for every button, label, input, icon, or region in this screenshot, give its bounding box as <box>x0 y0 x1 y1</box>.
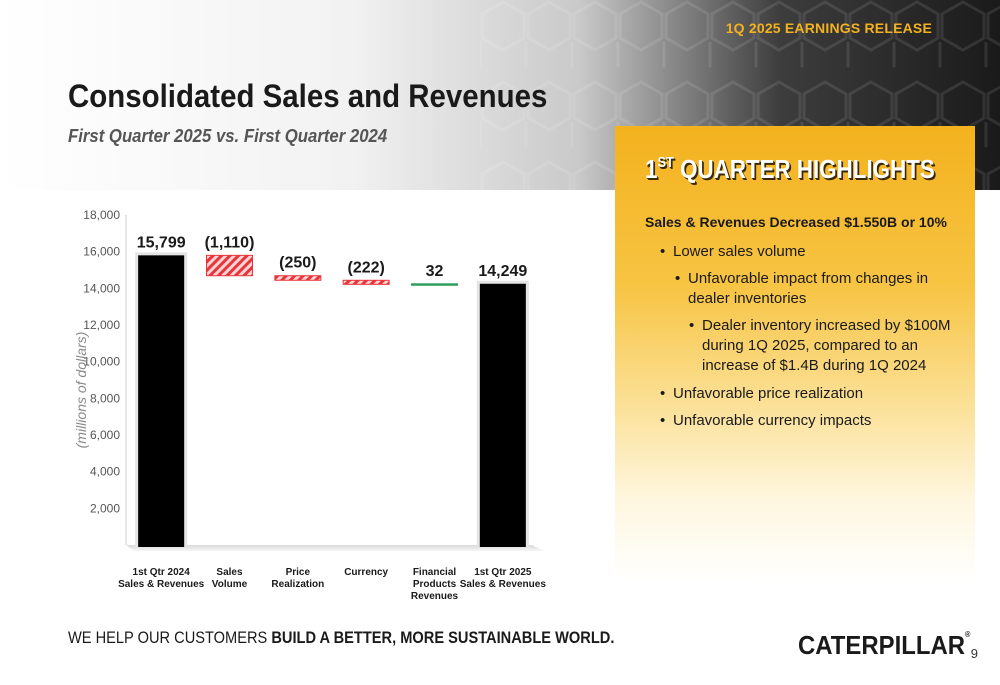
data-label: (222) <box>347 259 384 276</box>
x-tick-label: 1st Qtr 2025 <box>474 567 532 578</box>
x-tick-label: Currency <box>344 567 388 578</box>
y-tick-label: 12,000 <box>83 318 120 332</box>
list-item: Lower sales volume <box>645 242 965 262</box>
bar <box>479 283 526 547</box>
data-label: 14,249 <box>478 263 527 280</box>
x-tick-label: Revenues <box>411 591 459 602</box>
data-label: (250) <box>279 255 316 272</box>
x-tick-label: Price <box>286 567 311 578</box>
list-item: Dealer inventory increased by $100M duri… <box>645 316 965 376</box>
y-tick-label: 6,000 <box>90 428 120 442</box>
chart-svg: 2,000 4,000 6,000 8,000 10,000 12,000 14,000 16… <box>73 208 547 602</box>
footer-slogan: WE HELP OUR CUSTOMERS BUILD A BETTER, MO… <box>68 628 615 647</box>
bar <box>274 275 322 281</box>
data-label: 15,799 <box>137 234 186 251</box>
highlights-headline: Sales & Revenues Decreased $1.550B or 10… <box>645 214 947 230</box>
x-tick-label: Products <box>413 579 457 590</box>
list-item: Unfavorable currency impacts <box>645 411 965 431</box>
waterfall-chart: 2,000 4,000 6,000 8,000 10,000 12,000 14,000 16… <box>0 195 600 615</box>
x-tick-label: Realization <box>271 579 324 590</box>
page-number: 9 <box>970 646 978 661</box>
x-tick-label: Volume <box>212 579 248 590</box>
bar <box>206 254 253 277</box>
x-tick-label: Sales <box>216 567 243 578</box>
highlights-panel: 1ST QUARTER HIGHLIGHTS Sales & Revenues … <box>615 126 975 581</box>
y-tick-label: 8,000 <box>90 391 120 405</box>
caterpillar-logo: CATERPILLAR® <box>798 630 971 660</box>
y-tick-label: 4,000 <box>90 465 120 479</box>
page-subtitle: First Quarter 2025 vs. First Quarter 202… <box>68 126 388 146</box>
header-background <box>0 0 1000 190</box>
release-tag: 1Q 2025 EARNINGS RELEASE <box>725 20 932 36</box>
data-label: 32 <box>426 263 444 280</box>
list-item: Unfavorable price realization <box>645 384 965 404</box>
highlights-list: Lower sales volume Unfavorable impact fr… <box>645 242 965 438</box>
x-tick-label: Financial <box>413 567 457 578</box>
bar <box>342 279 390 285</box>
y-tick-label: 2,000 <box>90 501 120 515</box>
x-tick-label: Sales & Revenues <box>118 579 205 590</box>
y-tick-label: 10,000 <box>83 355 120 369</box>
page-title: Consolidated Sales and Revenues <box>68 78 548 114</box>
chart-floor <box>126 545 544 551</box>
bar <box>138 255 185 547</box>
x-tick-label: Sales & Revenues <box>460 579 547 590</box>
x-tick-label: 1st Qtr 2024 <box>133 567 191 578</box>
data-label: (1,110) <box>205 234 255 251</box>
y-tick-label: 14,000 <box>83 281 120 295</box>
y-axis-label: (millions of dollars) <box>73 332 89 449</box>
bar <box>411 283 458 286</box>
y-tick-label: 16,000 <box>83 245 120 259</box>
y-tick-label: 18,000 <box>83 208 120 222</box>
list-item: Unfavorable impact from changes in deale… <box>645 269 965 309</box>
highlights-title: 1ST QUARTER HIGHLIGHTS <box>645 154 935 184</box>
